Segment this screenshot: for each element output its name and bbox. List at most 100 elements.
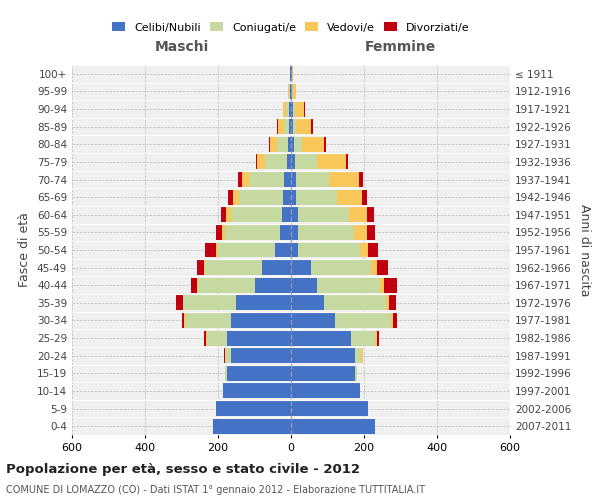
Bar — [182, 313, 184, 328]
Bar — [295, 102, 304, 116]
Bar — [291, 84, 292, 99]
Bar — [317, 154, 346, 170]
Bar — [278, 119, 284, 134]
Bar — [292, 66, 293, 82]
Bar — [296, 172, 329, 187]
Bar — [291, 260, 311, 275]
Bar — [216, 242, 218, 258]
Bar — [291, 242, 298, 258]
Bar — [293, 84, 296, 99]
Bar — [317, 278, 380, 292]
Bar — [286, 102, 289, 116]
Bar — [224, 348, 225, 363]
Bar — [311, 119, 313, 134]
Bar — [238, 172, 242, 187]
Bar — [362, 348, 363, 363]
Bar — [182, 296, 184, 310]
Bar — [291, 278, 317, 292]
Bar — [284, 119, 289, 134]
Bar — [207, 330, 227, 345]
Bar — [277, 137, 288, 152]
Bar — [362, 190, 367, 204]
Bar — [324, 137, 326, 152]
Bar — [288, 137, 291, 152]
Bar — [289, 102, 291, 116]
Bar — [185, 313, 231, 328]
Bar — [231, 313, 291, 328]
Bar — [227, 366, 291, 381]
Bar — [329, 172, 359, 187]
Bar — [236, 296, 291, 310]
Bar — [380, 278, 384, 292]
Bar — [377, 330, 379, 345]
Bar — [355, 348, 361, 363]
Bar — [284, 172, 291, 187]
Bar — [291, 66, 292, 82]
Bar — [296, 190, 337, 204]
Bar — [221, 208, 226, 222]
Bar — [283, 102, 286, 116]
Bar — [233, 190, 239, 204]
Bar — [205, 242, 216, 258]
Bar — [389, 296, 396, 310]
Bar — [184, 313, 185, 328]
Bar — [298, 225, 354, 240]
Bar — [291, 366, 355, 381]
Bar — [257, 154, 265, 170]
Bar — [377, 260, 388, 275]
Bar — [205, 330, 206, 345]
Bar — [367, 208, 374, 222]
Bar — [351, 330, 375, 345]
Bar — [289, 84, 290, 99]
Bar — [291, 190, 296, 204]
Bar — [384, 278, 397, 292]
Bar — [269, 137, 270, 152]
Bar — [296, 119, 311, 134]
Bar — [361, 242, 368, 258]
Bar — [176, 296, 182, 310]
Bar — [295, 154, 317, 170]
Bar — [204, 260, 205, 275]
Bar — [275, 242, 291, 258]
Bar — [304, 102, 305, 116]
Bar — [367, 225, 375, 240]
Bar — [249, 172, 284, 187]
Bar — [231, 348, 291, 363]
Bar — [223, 384, 291, 398]
Bar — [311, 260, 371, 275]
Bar — [265, 154, 287, 170]
Bar — [291, 172, 296, 187]
Bar — [223, 225, 226, 240]
Bar — [287, 154, 291, 170]
Bar — [302, 137, 324, 152]
Bar — [270, 137, 277, 152]
Bar — [226, 225, 280, 240]
Bar — [335, 313, 391, 328]
Bar — [298, 208, 349, 222]
Bar — [291, 208, 298, 222]
Bar — [291, 102, 293, 116]
Bar — [294, 137, 302, 152]
Bar — [288, 84, 289, 99]
Y-axis label: Anni di nascita: Anni di nascita — [578, 204, 591, 296]
Bar — [359, 172, 363, 187]
Y-axis label: Fasce di età: Fasce di età — [19, 212, 31, 288]
Bar — [355, 366, 356, 381]
Bar — [283, 190, 291, 204]
Bar — [226, 208, 231, 222]
Bar — [291, 330, 351, 345]
Bar — [282, 208, 291, 222]
Bar — [393, 313, 397, 328]
Bar — [291, 154, 295, 170]
Bar — [354, 225, 367, 240]
Bar — [216, 401, 291, 416]
Bar — [368, 242, 378, 258]
Bar — [197, 278, 198, 292]
Bar — [191, 278, 197, 292]
Bar — [206, 330, 207, 345]
Bar — [293, 119, 296, 134]
Bar — [228, 190, 233, 204]
Bar — [361, 348, 362, 363]
Bar — [290, 66, 291, 82]
Legend: Celibi/Nubili, Coniugati/e, Vedovi/e, Divorziati/e: Celibi/Nubili, Coniugati/e, Vedovi/e, Di… — [109, 19, 473, 36]
